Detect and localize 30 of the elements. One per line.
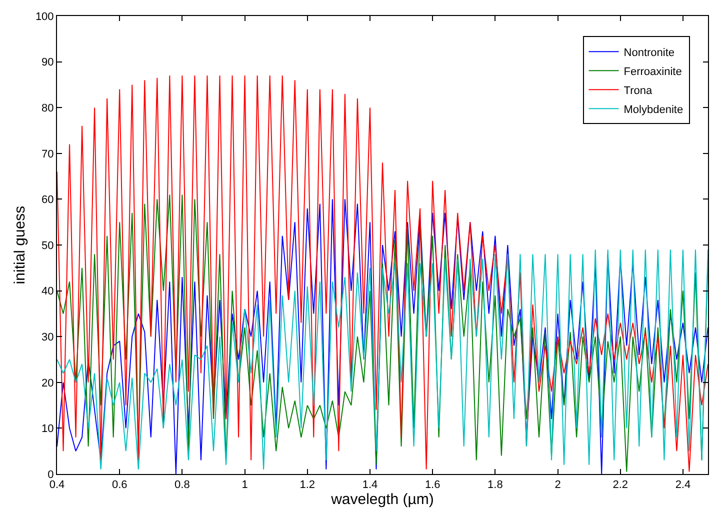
- y-tick-label: 0: [48, 468, 54, 481]
- y-tick-label: 90: [42, 56, 54, 69]
- line-series: [57, 75, 708, 472]
- y-tick-label: 50: [42, 240, 54, 252]
- x-axis-title: wavelegth (µm): [330, 491, 434, 508]
- x-tick-label: 0.4: [49, 479, 65, 492]
- y-tick-label: 70: [42, 148, 54, 160]
- y-tick-label: 80: [42, 102, 54, 114]
- x-tick-label: 2.4: [675, 479, 691, 492]
- y-tick-label: 10: [42, 423, 54, 436]
- x-tick-label: 1.8: [488, 479, 503, 492]
- legend-label: Trona: [624, 84, 653, 97]
- x-tick-label: 1: [242, 479, 248, 492]
- x-tick-label: 0.8: [174, 479, 190, 492]
- y-tick-label: 30: [42, 331, 54, 344]
- x-tick-label: 2.2: [612, 479, 628, 492]
- x-tick-label: 1.6: [424, 479, 440, 492]
- x-tick-label: 1.4: [362, 479, 378, 492]
- x-tick-label: 2: [554, 479, 561, 492]
- x-tick-label: 0.6: [112, 479, 128, 492]
- y-axis-title: initial guess: [12, 206, 29, 284]
- line-series: [57, 249, 708, 470]
- legend-label: Ferroaxinite: [624, 66, 682, 78]
- x-tick-label: 1.2: [300, 479, 316, 492]
- y-tick-label: 100: [35, 10, 54, 23]
- legend-label: Nontronite: [624, 46, 675, 59]
- y-tick-label: 40: [42, 286, 54, 298]
- y-tick-label: 60: [42, 194, 54, 206]
- y-tick-label: 20: [42, 377, 54, 390]
- legend-label: Molybdenite: [624, 104, 684, 116]
